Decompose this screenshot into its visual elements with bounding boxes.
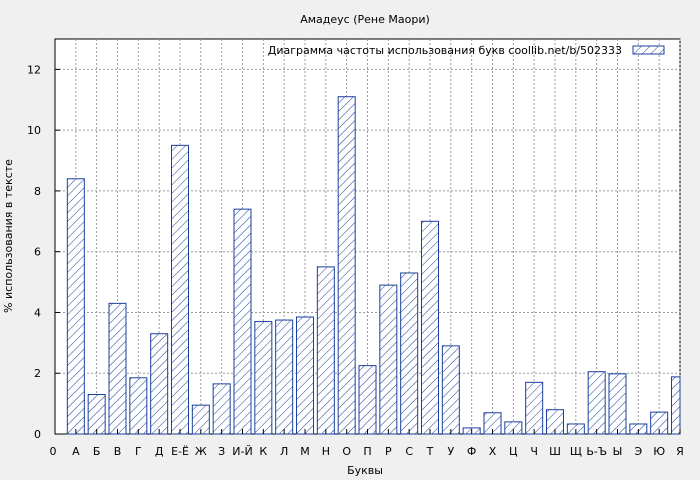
x-tick-label: П [363, 445, 371, 458]
y-tick-label: 6 [34, 246, 41, 259]
x-tick-label: И-Й [232, 445, 252, 458]
y-tick-label: 8 [34, 185, 41, 198]
x-tick-label: 0 [50, 445, 57, 458]
y-tick-label: 12 [27, 63, 41, 76]
x-tick-label: Ф [467, 445, 476, 458]
y-tick-label: 0 [34, 428, 41, 441]
bar [87, 394, 106, 435]
x-tick-label: Ч [530, 445, 538, 458]
bar [129, 377, 148, 435]
bars [66, 96, 681, 435]
bar [150, 333, 169, 435]
x-tick-label: Р [385, 445, 392, 458]
bar [525, 381, 544, 435]
bar [400, 272, 419, 435]
x-tick-label: З [218, 445, 225, 458]
x-tick-label: Г [135, 445, 142, 458]
bar [337, 96, 356, 435]
y-axis-label: % использования в тексте [2, 159, 15, 313]
chart-title: Амадеус (Рене Маори) [300, 13, 430, 26]
bar [254, 321, 273, 435]
bar [212, 383, 231, 435]
x-tick-label: Ж [195, 445, 207, 458]
y-tick-label: 2 [34, 367, 41, 380]
x-tick-label: Ц [509, 445, 518, 458]
x-tick-label: Ы [613, 445, 623, 458]
bar [66, 178, 85, 435]
x-ticks: 0 А Б В Г Д Е-Ё Ж З И-Й К Л М Н О П Р С Т У Ф Х Ц Ч Ш Щ Ь-Ъ Ы Э Ю Я [50, 429, 684, 458]
legend: Диаграмма частоты использования букв coo… [268, 44, 665, 57]
x-tick-label: У [447, 445, 454, 458]
legend-label: Диаграмма частоты использования букв coo… [268, 44, 622, 57]
y-tick-label: 4 [34, 306, 41, 319]
x-tick-label: Ш [549, 445, 561, 458]
bar [379, 284, 398, 435]
x-tick-label: О [342, 445, 351, 458]
x-tick-label: Ю [653, 445, 665, 458]
x-tick-label: Щ [570, 445, 582, 458]
bar [171, 144, 189, 435]
x-tick-label: Л [280, 445, 288, 458]
bar [441, 345, 460, 435]
bar [275, 319, 294, 435]
x-axis-label: Буквы [347, 464, 383, 477]
bar [421, 220, 439, 435]
bar [316, 266, 335, 435]
x-tick-label: Я [676, 445, 684, 458]
x-tick-label: К [259, 445, 267, 458]
x-tick-label: Д [155, 445, 164, 458]
bar [671, 376, 681, 435]
x-tick-label: Е-Ё [171, 445, 189, 458]
x-tick-label: Н [322, 445, 330, 458]
bar [358, 365, 377, 435]
legend-swatch [632, 45, 665, 55]
bar [587, 371, 606, 435]
x-tick-label: М [300, 445, 310, 458]
bar [233, 208, 252, 435]
x-tick-label: Э [634, 445, 642, 458]
x-tick-label: А [72, 445, 80, 458]
x-tick-label: Х [489, 445, 497, 458]
x-tick-label: Т [426, 445, 434, 458]
y-ticks: 0 2 4 6 8 10 12 [27, 63, 60, 441]
y-tick-label: 10 [27, 124, 41, 137]
x-tick-label: Ь-Ъ [586, 445, 607, 458]
bar [296, 316, 314, 435]
bar [608, 373, 627, 435]
x-tick-label: В [114, 445, 122, 458]
x-tick-label: С [405, 445, 413, 458]
bar [108, 302, 127, 435]
x-tick-label: Б [93, 445, 101, 458]
